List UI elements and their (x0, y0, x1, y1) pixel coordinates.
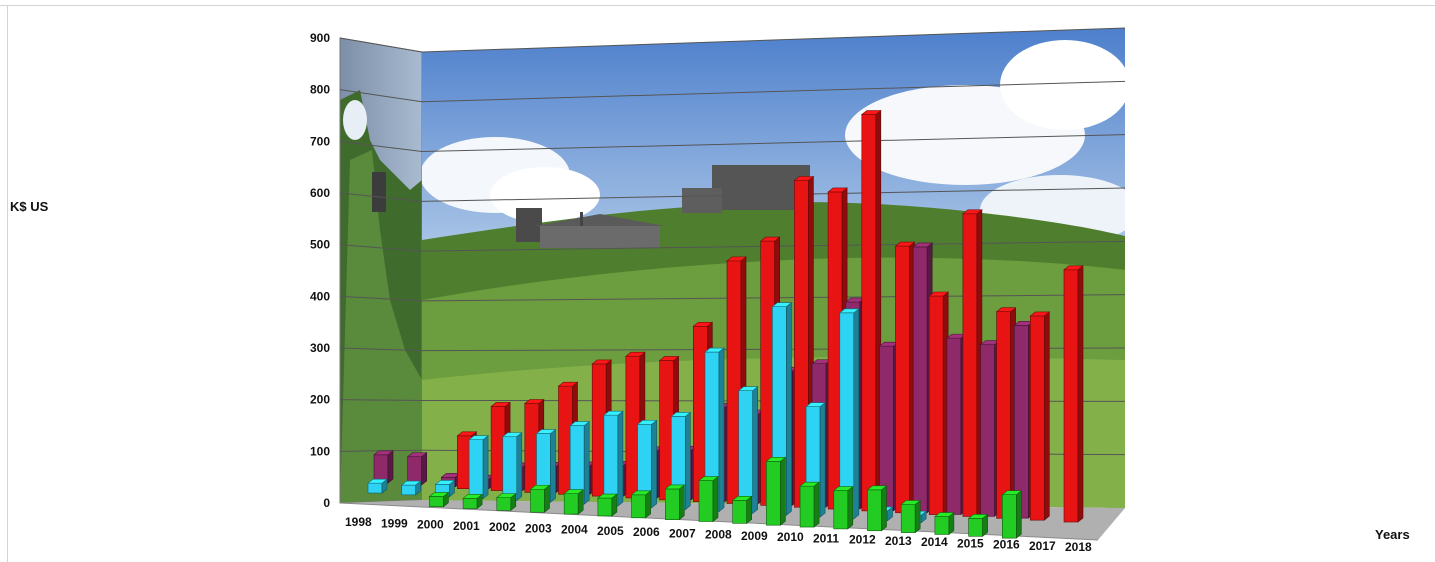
gridline-side (339, 244, 423, 252)
bar-1-2001 (468, 435, 489, 500)
x-tick-label: 2004 (561, 523, 588, 537)
y-tick-label: 0 (323, 496, 330, 510)
bar-1-2009 (737, 386, 759, 514)
bar-3-2003 (529, 484, 551, 513)
gridline (421, 27, 1126, 53)
x-tick-label: 2009 (741, 529, 768, 543)
bar-1-1998 (367, 478, 388, 494)
bar-3-2009 (731, 495, 753, 524)
y-tick-label: 400 (310, 289, 330, 303)
bar-3-2001 (462, 493, 483, 510)
x-tick-label: 1999 (381, 516, 408, 530)
gridline-side (339, 399, 423, 401)
bar-1-2004 (569, 420, 591, 505)
side-wall (339, 37, 423, 504)
y-tick-label: 100 (310, 444, 330, 458)
bar-3-2011 (799, 481, 820, 528)
x-axis-title: Years (1375, 527, 1410, 542)
bar-3-2014 (900, 499, 922, 534)
x-tick-label: 2003 (525, 521, 552, 535)
bar-3-2013 (866, 485, 888, 532)
gridline (421, 187, 1126, 202)
bar-3-2004 (563, 489, 585, 515)
x-tick-label: 1998 (345, 515, 372, 529)
gridline (421, 80, 1126, 103)
bar-2-2013 (894, 241, 916, 514)
bars (367, 109, 1084, 539)
bar-2-2010 (793, 175, 815, 508)
bar-2-2015 (962, 209, 983, 518)
bar-3-2015 (934, 511, 955, 536)
bar-2-2014 (928, 291, 950, 516)
bar-1-1999 (400, 480, 422, 496)
x-tick-label: 2015 (957, 536, 984, 550)
x-tick-label: 2011 (813, 531, 839, 545)
bar-3-2017 (1001, 490, 1023, 539)
bar-3-2010 (765, 456, 787, 526)
x-tick-label: 2016 (993, 538, 1020, 552)
x-tick-label: 2012 (849, 533, 876, 547)
y-tick-label: 700 (310, 134, 330, 148)
y-tick-label: 900 (310, 31, 330, 45)
y-tick-label: 200 (310, 393, 330, 407)
gridline-side (339, 347, 423, 352)
gridline-side (339, 140, 423, 153)
bar-3-2000 (428, 491, 450, 508)
x-tick-label: 2010 (777, 530, 804, 544)
gridline-side (339, 89, 423, 103)
bar-1-2006 (636, 419, 658, 509)
bar-0-1998 (373, 450, 394, 484)
gridline-side (339, 37, 423, 53)
bar-3-2006 (630, 490, 652, 519)
bar-1-2012 (838, 308, 860, 520)
bar-3-2016 (967, 513, 989, 537)
bar-0-1999 (406, 452, 428, 486)
x-tick-label: 2005 (597, 524, 624, 538)
gridline (421, 134, 1126, 153)
bar-1-2005 (603, 410, 624, 507)
x-axis-ticks: 1998 1999 2000 2001 2002 2003 2004 2005 2006 2007… (345, 515, 1092, 554)
x-tick-label: 2017 (1029, 539, 1056, 553)
x-tick-label: 2001 (453, 519, 480, 533)
y-axis-ticks: 0 100 200 300 400 500 600 700 800 900 (310, 31, 330, 510)
bar-2-2018 (1063, 265, 1084, 523)
x-tick-label: 2008 (705, 528, 732, 542)
x-tick-label: 2013 (885, 534, 912, 548)
x-tick-label: 2002 (489, 520, 516, 534)
x-tick-label: 2014 (921, 535, 948, 549)
frame-top-border (0, 5, 1435, 6)
x-tick-label: 2018 (1065, 540, 1092, 554)
x-tick-label: 2006 (633, 525, 660, 539)
y-axis-title: K$ US (10, 199, 49, 214)
bar-1-2002 (501, 431, 523, 502)
x-tick-label: 2007 (669, 526, 696, 540)
gridline-side (339, 192, 423, 202)
bar-2-2016 (995, 307, 1017, 519)
bar-2-2017 (1029, 311, 1051, 521)
y-tick-label: 600 (310, 186, 330, 200)
bar-3-2012 (832, 485, 854, 530)
frame-left-border (7, 5, 8, 562)
gridline-side (339, 295, 423, 302)
bar-2-2012 (860, 109, 882, 512)
bar-3-2008 (698, 475, 719, 523)
bar-3-2007 (664, 484, 686, 521)
y-tick-label: 300 (310, 341, 330, 355)
y-tick-label: 500 (310, 238, 330, 252)
bar-3-2002 (495, 492, 517, 512)
y-tick-label: 800 (310, 83, 330, 97)
x-tick-label: 2000 (417, 518, 444, 532)
bar-3-2005 (597, 493, 618, 517)
